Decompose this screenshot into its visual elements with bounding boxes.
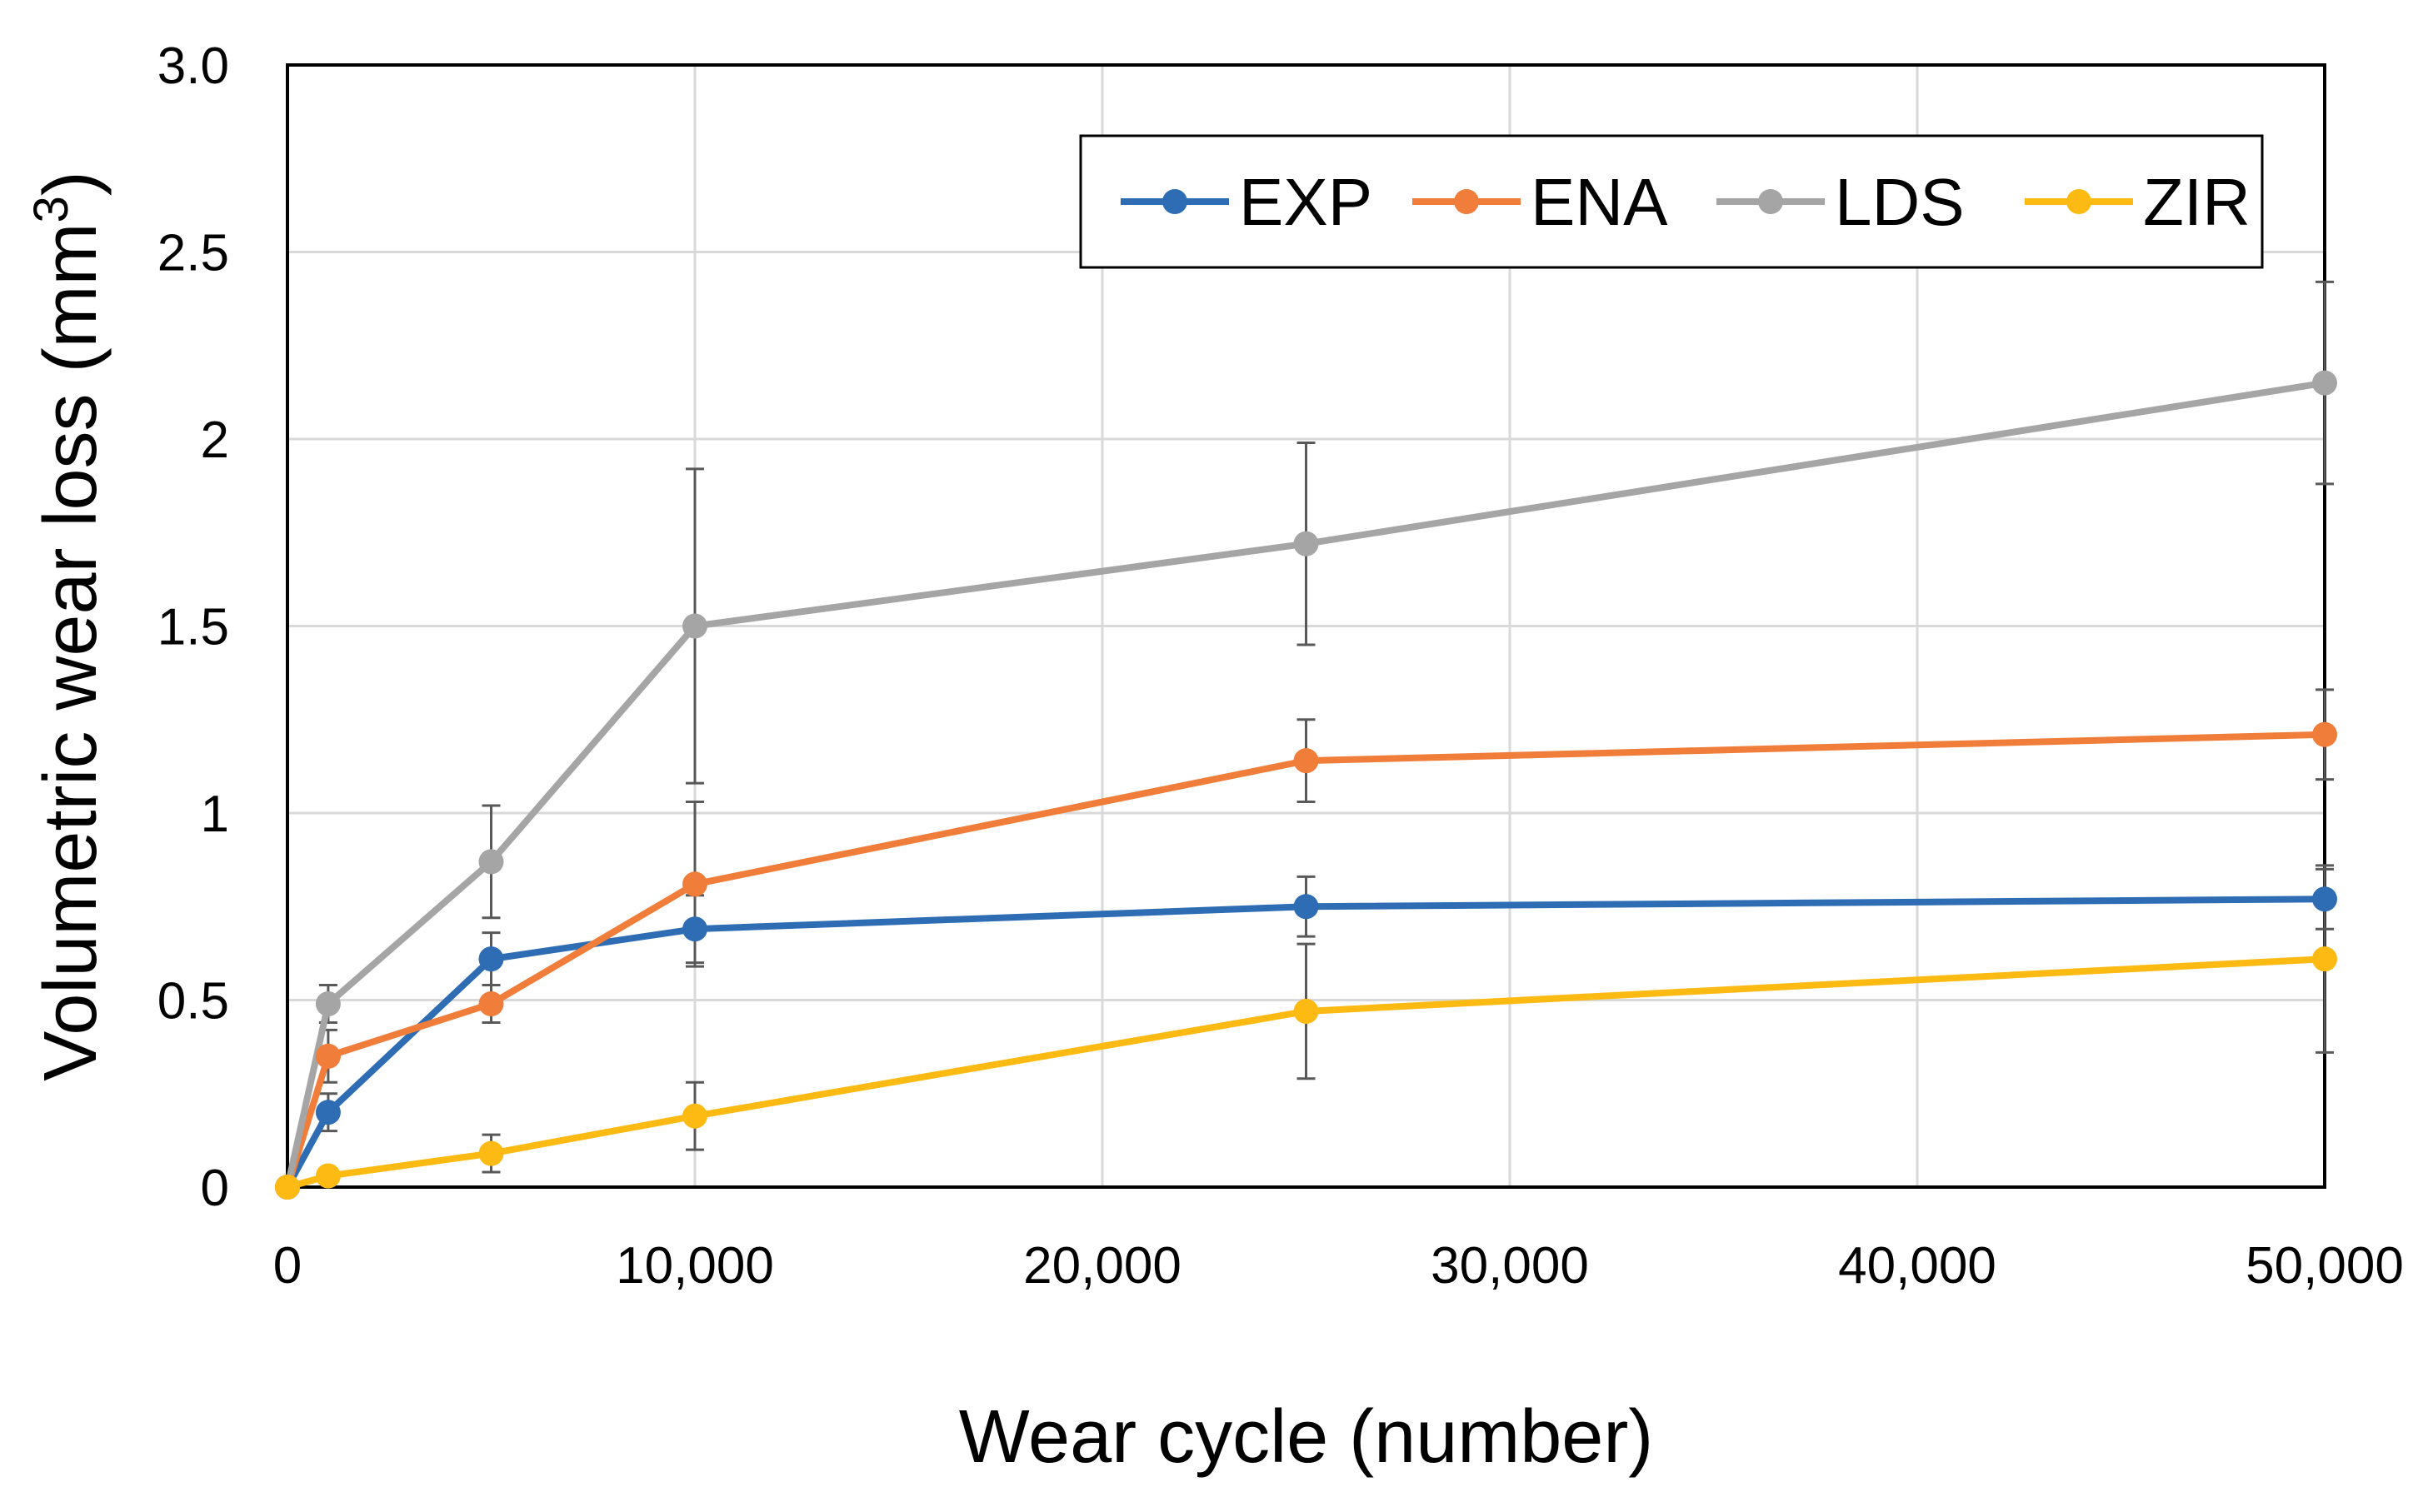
data-point-lds [2312,370,2337,396]
error-bars [318,280,2334,1185]
y-tick-label: 1.5 [157,599,229,656]
data-point-lds [315,991,341,1016]
data-point-ena [478,991,504,1016]
x-tick-label: 10,000 [616,1237,774,1295]
y-axis-title: Volumetric wear loss (mm3) [24,171,112,1080]
data-point-exp [682,916,707,942]
y-tick-labels: 0 0.5 1 1.5 2 2.5 3.0 [157,37,229,1217]
data-point-exp [1293,894,1319,920]
data-point-lds [478,849,504,875]
series-line-lds [284,379,2326,1188]
data-point-zir [2312,946,2337,972]
y-tick-label: 2.5 [157,225,229,282]
x-tick-labels: 0 10,000 20,000 30,000 40,000 50,000 [273,1237,2404,1295]
legend-label-exp: EXP [1239,165,1372,239]
data-point-zir [275,1175,300,1200]
data-point-zir [315,1163,341,1189]
legend-label-lds: LDS [1835,165,1965,239]
y-axis-title-main: Volumetric wear loss (mm [29,223,112,1081]
series-points [275,370,2337,1200]
legend-marker-ena [1454,189,1479,214]
data-point-lds [682,613,707,639]
series-lines [284,379,2326,1190]
y-tick-label: 3.0 [157,37,229,95]
data-point-exp [2312,886,2337,912]
x-tick-label: 20,000 [1023,1237,1182,1295]
data-point-ena [1293,748,1319,774]
data-point-ena [315,1043,341,1069]
legend-label-ena: ENA [1531,165,1668,239]
data-point-exp [478,946,504,972]
y-tick-label: 0 [201,1160,229,1217]
data-point-exp [315,1100,341,1125]
x-axis-title: Wear cycle (number) [959,1395,1654,1479]
x-tick-label: 30,000 [1431,1237,1589,1295]
data-point-ena [682,871,707,897]
legend-marker-zir [2066,189,2091,214]
data-point-zir [682,1103,707,1129]
legend-label-zir: ZIR [2143,165,2251,239]
data-point-zir [478,1140,504,1166]
y-tick-label: 1 [201,786,229,843]
data-point-ena [2312,721,2337,747]
y-axis-title-end: ) [29,171,112,196]
series-line-ena [284,731,2326,1189]
legend-marker-exp [1162,189,1187,214]
y-tick-label: 0.5 [157,973,229,1030]
legend: EXP ENA LDS ZIR [1079,134,2264,269]
plot-frame [286,63,2326,1189]
y-axis-title-sup: 3 [24,196,78,222]
x-tick-label: 50,000 [2246,1237,2404,1295]
x-tick-label: 0 [273,1237,302,1295]
x-tick-label: 40,000 [1838,1237,1996,1295]
y-tick-label: 2 [201,412,229,469]
legend-marker-lds [1758,189,1783,214]
data-point-zir [1293,998,1319,1024]
data-point-lds [1293,531,1319,556]
